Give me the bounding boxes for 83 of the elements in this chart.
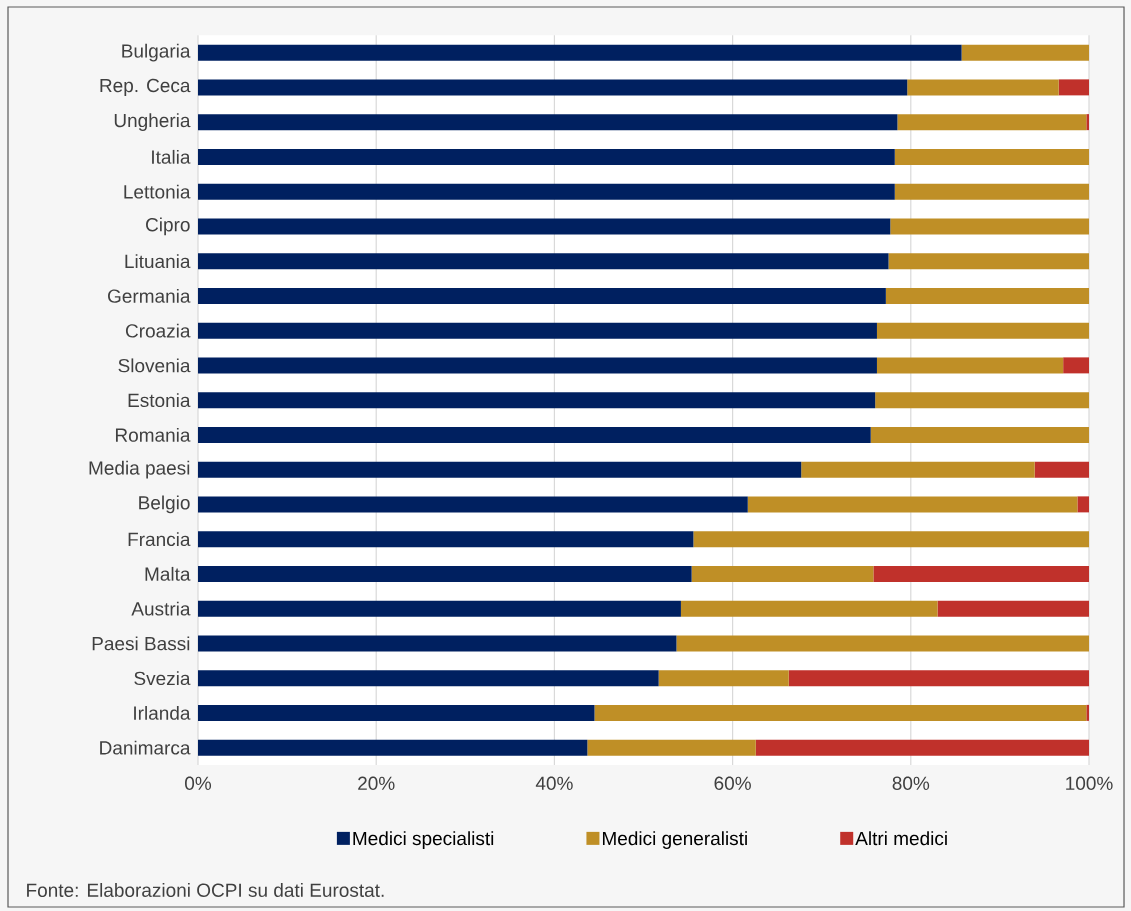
bar xyxy=(658,670,789,687)
bar xyxy=(888,253,1090,270)
bar xyxy=(198,531,694,548)
bar xyxy=(198,322,877,339)
y-tick-label: Paesi Bassi xyxy=(92,636,190,651)
y-tick-label: Belgio xyxy=(139,495,190,514)
y-tick-label: Danimarca xyxy=(100,740,191,755)
bar xyxy=(876,322,1090,339)
bar xyxy=(875,392,1090,409)
y-tick-label: Bulgaria xyxy=(122,43,191,62)
x-tick-label: 40% xyxy=(535,776,573,790)
bar xyxy=(587,739,756,756)
bar xyxy=(198,253,889,270)
y-tick-label: Romania xyxy=(115,427,191,442)
y-tick-label: Svezia xyxy=(134,671,191,686)
bar xyxy=(1086,704,1090,721)
bar xyxy=(198,739,588,756)
bar xyxy=(198,218,891,235)
bar xyxy=(873,565,1090,582)
bar xyxy=(870,426,1090,443)
bar xyxy=(885,287,1090,304)
bar xyxy=(890,218,1090,235)
bar xyxy=(907,79,1059,96)
bar xyxy=(198,44,962,61)
y-tick-label: Malta xyxy=(145,566,191,581)
y-tick-label: Ungheria xyxy=(114,113,191,131)
bar xyxy=(198,79,908,96)
y-tick-label: Rep. Ceca xyxy=(100,78,191,96)
bar xyxy=(1058,79,1090,96)
bar xyxy=(1063,357,1090,374)
bar xyxy=(876,357,1064,374)
y-tick-label: Croazia xyxy=(125,323,191,338)
bar xyxy=(897,114,1087,131)
bar xyxy=(198,461,802,478)
bar xyxy=(198,148,895,165)
bar xyxy=(1034,461,1090,478)
bar xyxy=(788,670,1090,687)
bar xyxy=(1086,114,1090,131)
bar xyxy=(198,600,681,617)
y-tick-label: Slovenia xyxy=(118,358,191,373)
bar xyxy=(198,670,659,687)
bar xyxy=(198,496,748,513)
y-tick-label: Cipro xyxy=(146,217,190,236)
bar xyxy=(747,496,1078,513)
bar xyxy=(676,635,1090,652)
bar xyxy=(894,148,1090,165)
bar xyxy=(198,287,886,304)
y-tick-label: Irlanda xyxy=(134,705,191,720)
bar xyxy=(693,531,1090,548)
x-tick-label: 80% xyxy=(892,776,930,790)
y-tick-label: Lituania xyxy=(125,254,191,269)
x-tick-label: 60% xyxy=(714,776,751,790)
bar xyxy=(961,44,1090,61)
y-tick-label: Estonia xyxy=(128,393,191,408)
y-tick-label: Lettonia xyxy=(124,184,191,199)
bar xyxy=(198,183,895,200)
legend-label: Medici generalisti xyxy=(602,831,747,849)
x-tick-label: 0% xyxy=(185,776,212,790)
x-tick-label: 100% xyxy=(1066,776,1113,790)
bar xyxy=(198,565,692,582)
y-tick-label: Francia xyxy=(128,532,191,547)
bar xyxy=(680,600,938,617)
bar xyxy=(198,426,871,443)
bar xyxy=(1077,496,1090,513)
legend-label: Medici specialisti xyxy=(353,831,494,849)
bar xyxy=(801,461,1035,478)
bar xyxy=(691,565,874,582)
bar xyxy=(937,600,1090,617)
bar xyxy=(198,392,876,409)
bar xyxy=(755,739,1090,756)
legend-label: Altri medici xyxy=(855,831,947,846)
bar xyxy=(198,114,898,131)
y-tick-label: Austria xyxy=(131,601,191,616)
x-tick-label: 20% xyxy=(358,776,395,790)
source-note: Fonte: Elaborazioni OCPI su dati Eurostat. xyxy=(27,883,384,897)
bar xyxy=(198,635,677,652)
bar xyxy=(894,183,1090,200)
y-tick-label: Italia xyxy=(152,149,191,164)
bar xyxy=(594,704,1087,721)
bar xyxy=(198,357,877,374)
y-tick-label: Media paesi xyxy=(89,460,190,479)
y-tick-label: Germania xyxy=(108,288,191,303)
bar xyxy=(198,704,595,721)
